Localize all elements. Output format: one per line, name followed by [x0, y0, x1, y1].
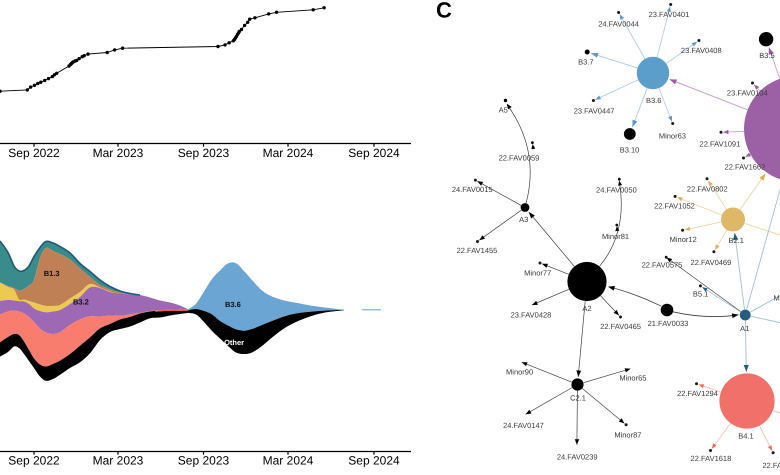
- svg-text:Minor87: Minor87: [614, 431, 641, 440]
- svg-text:C2.1: C2.1: [570, 394, 586, 403]
- svg-text:21.FAV0033: 21.FAV0033: [648, 319, 689, 328]
- svg-text:Minor: Minor: [774, 294, 780, 303]
- svg-text:B3.6: B3.6: [225, 300, 241, 309]
- svg-text:A1: A1: [740, 324, 749, 333]
- svg-text:22.FAV1455: 22.FAV1455: [457, 246, 498, 255]
- svg-text:23.FAV0447: 23.FAV0447: [574, 107, 615, 116]
- svg-text:24.FAV0044: 24.FAV0044: [598, 20, 639, 29]
- svg-text:23.FAV0408: 23.FAV0408: [681, 46, 722, 55]
- svg-text:Minor90: Minor90: [506, 368, 533, 377]
- svg-text:Mar 2023: Mar 2023: [93, 454, 144, 468]
- svg-text:A5: A5: [499, 106, 508, 115]
- svg-text:B3.7: B3.7: [578, 58, 593, 67]
- svg-text:22.FAV0575: 22.FAV0575: [642, 261, 683, 270]
- svg-text:22.FAV1294: 22.FAV1294: [677, 389, 718, 398]
- svg-text:22.FAV0802: 22.FAV0802: [687, 185, 728, 194]
- svg-text:Minor12: Minor12: [670, 235, 697, 244]
- svg-text:24.FAV0239: 24.FAV0239: [557, 453, 598, 462]
- svg-text:B3.6: B3.6: [646, 96, 661, 105]
- svg-text:Sep 2022: Sep 2022: [8, 454, 60, 468]
- svg-text:Sep 2023: Sep 2023: [178, 454, 230, 468]
- svg-text:24.FAV0147: 24.FAV0147: [503, 421, 544, 430]
- svg-text:Sep 2022: Sep 2022: [8, 146, 60, 160]
- svg-text:22.FAV0465: 22.FAV0465: [600, 322, 641, 331]
- svg-text:23.FAV0401: 23.FAV0401: [649, 10, 690, 19]
- svg-text:24.FAV0015: 24.FAV0015: [452, 185, 493, 194]
- svg-text:23.FAV0104: 23.FAV0104: [727, 89, 768, 98]
- svg-text:B4.1: B4.1: [738, 432, 753, 441]
- svg-text:Minor81: Minor81: [602, 232, 629, 241]
- svg-text:22.FAV1662: 22.FAV1662: [725, 163, 766, 172]
- svg-text:22.FAV0: 22.FAV0: [762, 461, 780, 470]
- svg-text:C: C: [436, 0, 452, 23]
- svg-text:Mar 2023: Mar 2023: [93, 146, 144, 160]
- svg-text:23.FAV0428: 23.FAV0428: [511, 311, 552, 320]
- svg-text:B5.1: B5.1: [693, 290, 708, 299]
- svg-text:Other: Other: [224, 338, 244, 347]
- svg-text:B3.10: B3.10: [620, 146, 640, 155]
- svg-text:22.FAV1091: 22.FAV1091: [700, 140, 741, 149]
- svg-text:Sep 2023: Sep 2023: [178, 146, 230, 160]
- svg-text:22.FAV0469: 22.FAV0469: [691, 258, 732, 267]
- svg-text:Minor65: Minor65: [619, 374, 646, 383]
- svg-text:B3.2: B3.2: [73, 298, 89, 307]
- svg-text:Sep 2024: Sep 2024: [348, 454, 400, 468]
- svg-text:A2: A2: [582, 304, 591, 313]
- svg-text:B2.1: B2.1: [728, 236, 743, 245]
- svg-text:Minor63: Minor63: [659, 132, 686, 141]
- svg-text:Sep 2024: Sep 2024: [348, 146, 400, 160]
- svg-text:Mar 2024: Mar 2024: [263, 454, 314, 468]
- svg-text:B1.3: B1.3: [44, 269, 60, 278]
- svg-text:22.FAV1618: 22.FAV1618: [691, 454, 732, 463]
- svg-text:B3.5: B3.5: [759, 51, 774, 60]
- svg-text:Minor77: Minor77: [524, 269, 551, 278]
- svg-text:24.FAV0050: 24.FAV0050: [596, 186, 637, 195]
- svg-text:A3: A3: [519, 215, 528, 224]
- svg-text:Mar 2024: Mar 2024: [263, 146, 314, 160]
- svg-text:22.FAV1052: 22.FAV1052: [654, 202, 695, 211]
- svg-text:22.FAV0059: 22.FAV0059: [499, 154, 540, 163]
